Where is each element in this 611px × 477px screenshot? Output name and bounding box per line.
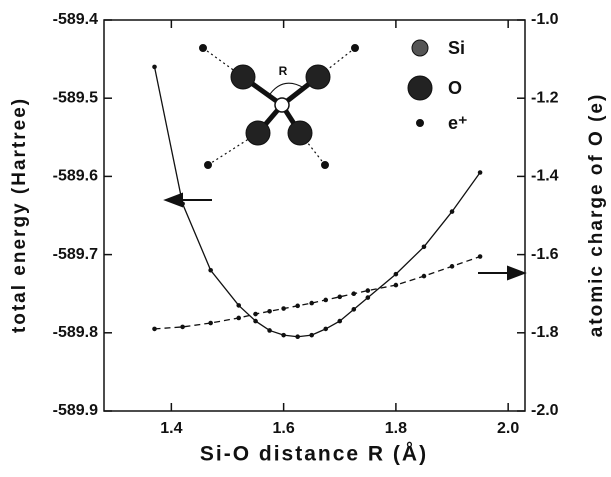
point bbox=[309, 300, 314, 306]
point bbox=[295, 334, 300, 340]
point bbox=[253, 311, 258, 317]
x-axis-title: Si-O distance R (Å) bbox=[200, 442, 428, 466]
point bbox=[393, 282, 399, 288]
point bbox=[351, 291, 357, 297]
point bbox=[449, 209, 455, 214]
y2-tick-label: -1.0 bbox=[531, 11, 559, 28]
y2-tick-label: -1.8 bbox=[531, 324, 559, 341]
x-tick-label: 1.4 bbox=[160, 420, 182, 437]
point bbox=[421, 273, 427, 279]
plot-frame bbox=[103, 19, 526, 412]
point bbox=[449, 264, 455, 269]
point bbox=[236, 303, 242, 308]
y2-tick-label: -1.6 bbox=[531, 246, 559, 263]
point bbox=[477, 170, 483, 175]
point bbox=[236, 315, 242, 321]
y-tick-label: -589.6 bbox=[53, 168, 98, 185]
y2-tick-label: -1.2 bbox=[531, 89, 559, 106]
point bbox=[393, 271, 399, 277]
y-tick-label: -589.7 bbox=[53, 246, 98, 263]
inset-label: R bbox=[279, 64, 288, 78]
point bbox=[295, 303, 300, 309]
point bbox=[365, 295, 371, 300]
y-tick-label: -589.5 bbox=[53, 89, 98, 106]
point bbox=[208, 267, 213, 273]
y2-axis-title: atomic charge of O (e) bbox=[586, 93, 607, 338]
y-tick-label: -589.4 bbox=[53, 11, 98, 28]
point bbox=[365, 288, 371, 293]
series-line bbox=[154, 255, 481, 330]
point bbox=[281, 332, 286, 338]
point bbox=[180, 201, 185, 207]
y2-tick-label: -2.0 bbox=[531, 402, 559, 419]
point bbox=[337, 294, 343, 300]
point bbox=[180, 324, 185, 330]
y-tick-label: -589.8 bbox=[53, 324, 98, 341]
point bbox=[267, 308, 272, 314]
series-line bbox=[153, 66, 481, 338]
point bbox=[309, 332, 314, 338]
x-tick-label: 1.6 bbox=[273, 420, 295, 437]
molecule-inset bbox=[199, 39, 433, 169]
arrows bbox=[163, 192, 527, 281]
point bbox=[421, 244, 427, 250]
point bbox=[267, 328, 272, 333]
legend-label: e⁺ bbox=[448, 113, 468, 133]
y-tick-label: -589.9 bbox=[53, 402, 98, 419]
x-tick-label: 1.8 bbox=[385, 420, 407, 437]
point bbox=[323, 297, 329, 303]
legend-label: O bbox=[448, 78, 462, 98]
point bbox=[281, 306, 286, 311]
y-axis-title: total energy (Hartree) bbox=[9, 97, 30, 333]
point bbox=[208, 320, 213, 326]
y2-tick-label: -1.4 bbox=[531, 168, 559, 185]
point bbox=[337, 318, 343, 324]
point bbox=[253, 318, 258, 324]
legend-label: Si bbox=[448, 38, 465, 58]
point bbox=[152, 64, 157, 70]
point bbox=[351, 307, 357, 312]
x-tick-label: 2.0 bbox=[497, 420, 519, 437]
point bbox=[323, 326, 329, 332]
point bbox=[152, 326, 157, 332]
point bbox=[477, 254, 483, 259]
